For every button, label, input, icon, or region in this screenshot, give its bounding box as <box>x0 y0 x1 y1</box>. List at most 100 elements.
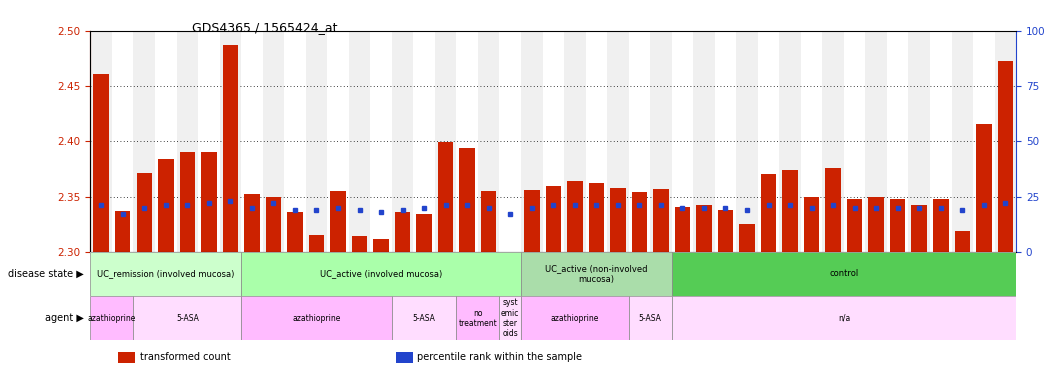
Bar <box>585 31 608 252</box>
Bar <box>349 31 370 252</box>
Bar <box>133 296 242 340</box>
Bar <box>995 31 1016 252</box>
Bar <box>460 148 475 252</box>
Bar <box>478 31 499 252</box>
Bar <box>632 192 647 252</box>
Bar <box>155 31 177 252</box>
Bar <box>90 31 112 252</box>
Bar <box>244 194 260 252</box>
Bar <box>370 31 392 252</box>
Bar <box>974 31 995 252</box>
Bar <box>998 61 1013 252</box>
Bar <box>804 197 819 252</box>
Text: UC_remission (involved mucosa): UC_remission (involved mucosa) <box>97 270 234 278</box>
Bar <box>305 31 328 252</box>
Bar <box>521 296 629 340</box>
Bar <box>694 31 715 252</box>
Bar <box>438 142 453 252</box>
Bar <box>675 207 691 252</box>
Bar <box>456 31 478 252</box>
Bar <box>523 190 539 252</box>
Bar <box>115 211 131 252</box>
Bar <box>629 296 671 340</box>
Bar <box>546 185 561 252</box>
Bar <box>567 181 583 252</box>
Bar <box>718 210 733 252</box>
Bar <box>392 31 413 252</box>
Text: GDS4365 / 1565424_at: GDS4365 / 1565424_at <box>192 21 337 34</box>
Text: syst
emic
ster
oids: syst emic ster oids <box>501 298 519 338</box>
Bar <box>887 31 909 252</box>
Bar <box>671 252 1016 296</box>
Bar <box>499 296 521 340</box>
Bar <box>954 231 970 252</box>
Bar <box>502 252 518 334</box>
Bar <box>266 197 281 252</box>
Bar <box>499 31 521 252</box>
Text: 5-ASA: 5-ASA <box>176 314 199 323</box>
Text: agent ▶: agent ▶ <box>45 313 83 323</box>
Bar <box>222 45 238 252</box>
Bar <box>159 159 173 252</box>
Text: azathioprine: azathioprine <box>87 314 136 323</box>
Bar <box>352 237 367 252</box>
Bar <box>219 31 242 252</box>
Text: UC_active (involved mucosa): UC_active (involved mucosa) <box>320 270 443 278</box>
Text: 5-ASA: 5-ASA <box>638 314 662 323</box>
Bar <box>610 188 626 252</box>
Bar <box>736 31 758 252</box>
Bar <box>177 31 198 252</box>
Bar <box>118 352 135 363</box>
Bar <box>521 31 543 252</box>
Bar <box>112 31 133 252</box>
Bar <box>309 235 325 252</box>
Text: UC_active (non-involved
mucosa): UC_active (non-involved mucosa) <box>545 264 648 284</box>
Bar <box>201 152 217 252</box>
Text: 5-ASA: 5-ASA <box>413 314 435 323</box>
Bar <box>671 296 1016 340</box>
Bar <box>263 31 284 252</box>
Bar <box>930 31 951 252</box>
Bar <box>396 352 413 363</box>
Text: control: control <box>829 270 859 278</box>
Text: n/a: n/a <box>837 314 850 323</box>
Bar <box>822 31 844 252</box>
Bar <box>373 238 388 252</box>
Bar <box>608 31 629 252</box>
Bar <box>90 296 133 340</box>
Bar <box>653 189 668 252</box>
Bar <box>801 31 822 252</box>
Bar <box>933 199 948 252</box>
Bar <box>416 214 432 252</box>
Bar <box>865 31 887 252</box>
Bar <box>739 224 754 252</box>
Text: disease state ▶: disease state ▶ <box>7 269 83 279</box>
Text: azathioprine: azathioprine <box>293 314 340 323</box>
Bar <box>456 296 499 340</box>
Bar <box>90 252 242 296</box>
Bar <box>180 152 195 252</box>
Bar <box>976 124 992 252</box>
Bar <box>696 205 712 252</box>
Bar <box>133 31 155 252</box>
Bar <box>564 31 585 252</box>
Bar <box>758 31 779 252</box>
Bar <box>287 212 302 252</box>
Bar <box>136 173 152 252</box>
Bar <box>782 170 798 252</box>
Bar <box>284 31 305 252</box>
Bar <box>868 197 884 252</box>
Bar <box>715 31 736 252</box>
Bar <box>392 296 456 340</box>
Bar <box>521 252 671 296</box>
Bar <box>844 31 865 252</box>
Bar <box>588 183 604 252</box>
Bar <box>912 205 927 252</box>
Text: no
treatment: no treatment <box>459 308 497 328</box>
Bar <box>671 31 694 252</box>
Bar <box>826 168 841 252</box>
Bar <box>650 31 671 252</box>
Bar <box>890 199 905 252</box>
Bar <box>94 74 109 252</box>
Bar <box>481 191 497 252</box>
